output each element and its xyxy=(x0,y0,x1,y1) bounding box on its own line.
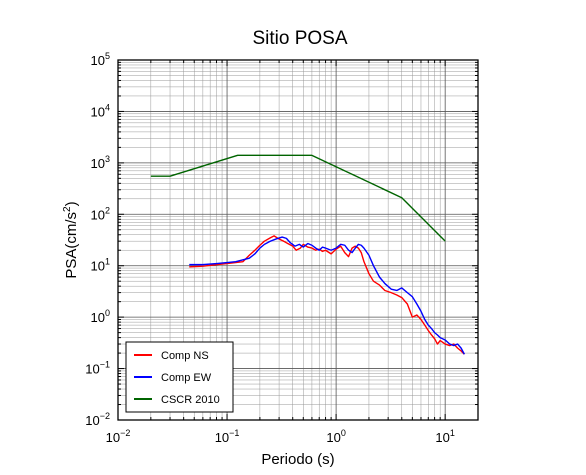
y-tick-label: 10−1 xyxy=(85,360,110,377)
x-tick-label: 100 xyxy=(326,428,345,445)
axis-ticks xyxy=(117,59,479,421)
y-tick-label: 103 xyxy=(91,154,110,171)
series-line-1 xyxy=(189,235,465,355)
chart-title: Sitio POSA xyxy=(252,28,347,49)
series-layer xyxy=(150,154,465,355)
y-axis-label-close: ) xyxy=(63,201,80,206)
y-tick-labels: 10−2 10−1 100 101 102 103 104 105 xyxy=(85,51,110,428)
y-tick-label: 105 xyxy=(91,51,110,68)
x-tick-label: 10−2 xyxy=(106,428,131,445)
legend: Comp NS Comp EW CSCR 2010 xyxy=(125,341,234,413)
x-tick-label: 101 xyxy=(435,428,454,445)
x-tick-labels: 10−2 10−1 100 101 xyxy=(106,428,455,445)
x-tick-label: 10−1 xyxy=(215,428,240,445)
y-axis-label-base: PSA(cm/s xyxy=(63,212,80,279)
legend-items: Comp NS Comp EW CSCR 2010 xyxy=(134,350,220,406)
y-tick-label: 101 xyxy=(91,257,110,274)
y-axis-label-sup: 2 xyxy=(62,206,73,212)
x-axis-label: Periodo (s) xyxy=(261,451,334,468)
grid-minor xyxy=(118,60,479,420)
y-tick-label: 104 xyxy=(91,102,110,119)
y-tick-label: 102 xyxy=(91,205,110,222)
plot-frame xyxy=(117,59,479,421)
legend-label: Comp NS xyxy=(161,350,209,362)
series-line-2 xyxy=(189,236,465,355)
series-line-3 xyxy=(150,154,446,242)
y-tick-label: 100 xyxy=(91,308,110,325)
y-tick-label: 10−2 xyxy=(85,411,110,428)
legend-label: CSCR 2010 xyxy=(161,394,220,406)
legend-label: Comp EW xyxy=(161,372,212,384)
y-axis-label: PSA(cm/s2) xyxy=(62,201,80,278)
